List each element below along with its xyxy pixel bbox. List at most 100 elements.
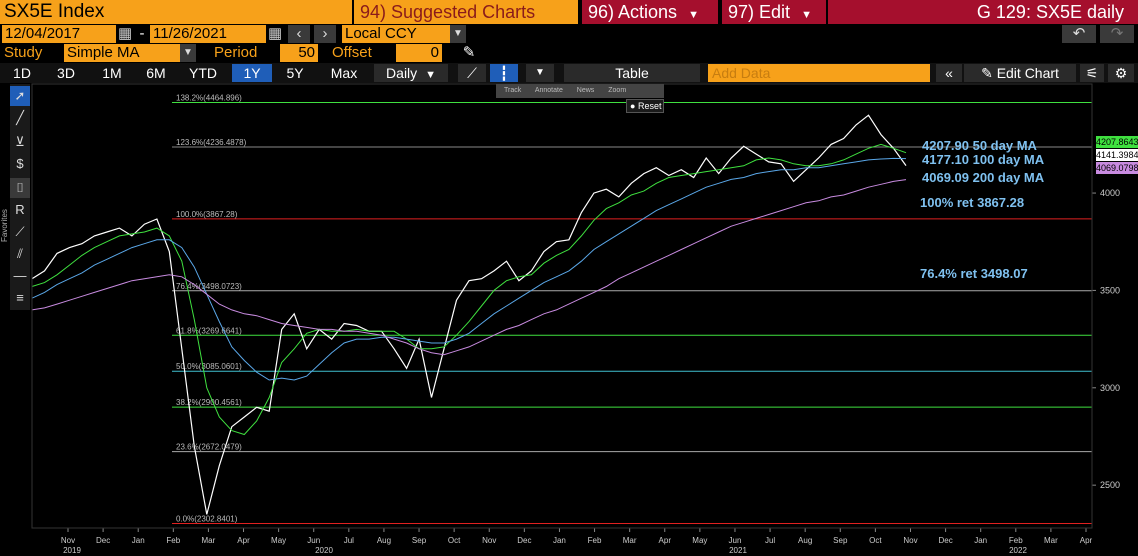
x-tick-label-26: Jan: [974, 536, 987, 545]
track-menu-item[interactable]: Track: [504, 87, 522, 94]
edit-chart-button[interactable]: ✎ Edit Chart: [964, 64, 1076, 82]
cursor-icon[interactable]: ➚: [10, 86, 30, 106]
end-date-input[interactable]: 11/26/2021: [150, 25, 266, 43]
ma50-annotation: 4207.90 50 day MA: [922, 138, 1037, 153]
calendar-icon[interactable]: ▦: [268, 25, 283, 42]
pencil-icon: ✎: [981, 65, 993, 81]
caret-down-icon: ▼: [425, 69, 436, 81]
fib-label-4: 61.8%(3269.6641): [176, 326, 242, 335]
x-tick-label-7: Jun: [307, 536, 320, 545]
collapse-icon[interactable]: «: [936, 64, 962, 82]
x-tick-label-12: Nov: [482, 536, 496, 545]
x-year-label-0: 2019: [63, 546, 81, 555]
x-tick-label-22: Sep: [833, 536, 848, 545]
draw-line-icon[interactable]: ╱: [16, 110, 24, 125]
reset-zoom-button[interactable]: ● Reset: [626, 99, 664, 113]
reset-label: Reset: [637, 101, 662, 111]
x-tick-label-11: Oct: [448, 536, 461, 545]
edit-menu[interactable]: 97) Edit ▼: [722, 0, 826, 24]
fib-label-5: 50.0%(3085.0601): [176, 362, 242, 371]
period-label: Period: [214, 44, 258, 61]
caret-down-icon: ▼: [801, 9, 812, 21]
redo-icon[interactable]: ↷: [1100, 25, 1134, 43]
zoom-menu-item[interactable]: Zoom: [608, 87, 627, 94]
y-tick-label-0: 2500: [1100, 480, 1120, 490]
parallel-lines-icon[interactable]: ≡: [16, 290, 24, 305]
annotate-price-icon[interactable]: ⊻: [15, 134, 25, 149]
x-tick-label-29: Apr: [1080, 536, 1093, 545]
edit-label: 97) Edit: [728, 2, 791, 22]
x-tick-label-10: Sep: [412, 536, 427, 545]
currency-select[interactable]: Local CCY: [342, 25, 450, 43]
timeframe-6m[interactable]: 6M: [146, 65, 166, 81]
add-data-input[interactable]: Add Data: [708, 64, 930, 82]
series-200-day-ma: [31, 179, 907, 356]
annotate-menu-item[interactable]: Annotate: [534, 87, 563, 94]
x-tick-label-15: Feb: [588, 536, 602, 545]
offset-input[interactable]: 0: [396, 44, 442, 62]
range-dash: -: [139, 25, 145, 42]
period-input[interactable]: 50: [280, 44, 318, 62]
next-period-button[interactable]: ›: [314, 25, 336, 43]
fib-label-3: 76.4%(3498.0723): [176, 282, 242, 291]
suggested-charts-button[interactable]: 94) Suggested Charts: [354, 0, 578, 24]
timeframe-1d[interactable]: 1D: [13, 65, 31, 81]
x-tick-label-17: Apr: [659, 536, 672, 545]
x-tick-label-2: Jan: [132, 536, 145, 545]
calendar-icon[interactable]: ▦: [118, 25, 133, 42]
chart-mode-menu: Track Annotate News Zoom: [496, 84, 664, 98]
x-tick-label-25: Dec: [938, 536, 952, 545]
caret-down-icon[interactable]: ▼: [180, 44, 196, 62]
prev-period-button[interactable]: ‹: [288, 25, 310, 43]
line-chart-icon[interactable]: ⟋: [458, 64, 486, 82]
fib-retracement-icon[interactable]: R: [15, 202, 25, 217]
frequency-label: Daily: [386, 65, 418, 81]
x-year-label-3: 2022: [1009, 546, 1027, 555]
x-tick-label-18: May: [692, 536, 707, 545]
x-tick-label-27: Feb: [1009, 536, 1023, 545]
horizontal-line-icon[interactable]: —: [13, 268, 27, 283]
study-select[interactable]: Simple MA: [64, 44, 180, 62]
series-100-day-ma: [31, 157, 907, 381]
marker-icon[interactable]: ⌷: [10, 178, 30, 198]
dollar-icon[interactable]: $: [16, 156, 24, 171]
ticker-field[interactable]: SX5E Index: [0, 0, 352, 24]
timeframe-1m[interactable]: 1M: [102, 65, 122, 81]
reset-icon: ●: [630, 101, 636, 111]
caret-down-icon[interactable]: ▼: [450, 25, 466, 43]
gear-icon[interactable]: ⚙: [1108, 64, 1134, 82]
start-date-input[interactable]: 12/04/2017: [2, 25, 116, 43]
series-50-day-ma: [31, 143, 907, 436]
bar-chart-icon[interactable]: ┇: [490, 64, 518, 82]
x-year-label-2: 2021: [729, 546, 747, 555]
fib-label-1: 123.6%(4236.4878): [176, 138, 247, 147]
x-tick-label-13: Dec: [517, 536, 531, 545]
timeframe-ytd[interactable]: YTD: [189, 65, 217, 81]
timeframe-3d[interactable]: 3D: [57, 65, 75, 81]
actions-menu[interactable]: 96) Actions ▼: [582, 0, 718, 24]
x-tick-label-16: Mar: [623, 536, 637, 545]
ma200-value-badge: 4069.0798: [1096, 162, 1138, 174]
ret100-annotation: 100% ret 3867.28: [920, 195, 1025, 210]
chart-settings-icon[interactable]: ⚟: [1080, 64, 1104, 82]
x-tick-label-5: Apr: [237, 536, 250, 545]
ret764-annotation: 76.4% ret 3498.07: [920, 266, 1028, 281]
table-button[interactable]: Table: [564, 64, 700, 82]
channel-icon[interactable]: ⫽: [17, 246, 23, 261]
timeframe-1y[interactable]: 1Y: [232, 64, 272, 82]
pencil-icon[interactable]: ✎: [462, 44, 476, 61]
x-tick-label-24: Nov: [903, 536, 917, 545]
undo-icon[interactable]: ↶: [1062, 25, 1096, 43]
frequency-select[interactable]: Daily ▼: [374, 64, 448, 82]
x-tick-label-6: May: [271, 536, 286, 545]
timeframe-5y[interactable]: 5Y: [286, 65, 304, 81]
y-tick-label-2: 3500: [1100, 285, 1120, 295]
edit-chart-label: Edit Chart: [996, 65, 1059, 81]
x-tick-label-21: Aug: [798, 536, 812, 545]
timeframe-max[interactable]: Max: [330, 65, 358, 81]
chart-type-dropdown[interactable]: ▼: [526, 64, 554, 82]
news-menu-item[interactable]: News: [576, 87, 595, 94]
trendline-icon[interactable]: ⟋: [15, 224, 25, 239]
x-tick-label-28: Mar: [1044, 536, 1058, 545]
y-tick-label-1: 3000: [1100, 383, 1120, 393]
